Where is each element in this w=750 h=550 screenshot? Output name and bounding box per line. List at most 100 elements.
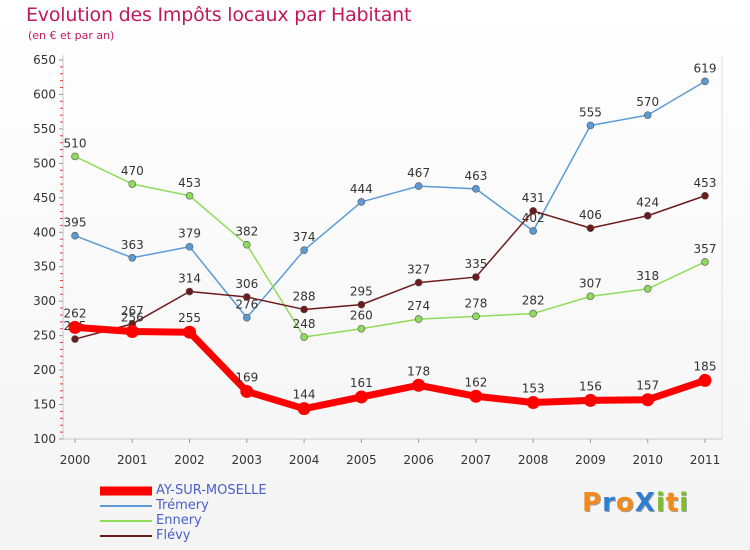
data-point-ennery	[643, 284, 652, 293]
legend-swatch-ennery	[100, 520, 152, 522]
y-tick-label: 600	[33, 87, 56, 101]
data-point-ay-sur-moselle	[240, 384, 254, 398]
data-label-tr-mery: 395	[64, 216, 87, 230]
y-tick-label: 400	[33, 225, 56, 239]
data-label-ennery: 274	[407, 299, 430, 313]
data-label-ay-sur-moselle: 169	[235, 370, 258, 384]
data-point-fl-vy	[643, 211, 652, 220]
data-point-ay-sur-moselle	[183, 325, 197, 339]
logo-letter: o	[615, 488, 635, 518]
data-label-fl-vy: 306	[235, 277, 258, 291]
data-point-fl-vy	[185, 287, 194, 296]
data-label-ennery: 307	[579, 276, 602, 290]
data-point-ay-sur-moselle	[526, 395, 540, 409]
x-tick-label: 2009	[575, 453, 606, 467]
data-label-ennery: 470	[121, 164, 144, 178]
data-label-ennery: 282	[522, 294, 545, 308]
data-point-ay-sur-moselle	[68, 320, 82, 334]
series-line-ay-sur-moselle	[74, 323, 707, 413]
data-point-fl-vy	[529, 207, 537, 215]
data-point-ennery	[243, 240, 251, 249]
data-label-tr-mery: 363	[121, 238, 144, 252]
y-tick-label: 450	[33, 191, 56, 205]
data-point-fl-vy	[71, 335, 79, 343]
data-label-ennery: 260	[350, 309, 373, 323]
data-point-ennery	[128, 180, 137, 188]
data-point-tr-mery	[357, 198, 366, 206]
logo-letter: r	[602, 488, 616, 518]
x-tick-label: 2002	[174, 453, 205, 467]
logo-letter: i	[655, 488, 666, 518]
data-label-tr-mery: 619	[694, 61, 717, 75]
data-label-fl-vy: 295	[350, 285, 373, 299]
y-tick-label: 550	[33, 122, 56, 136]
data-label-tr-mery: 463	[464, 169, 487, 183]
x-tick-label: 2010	[632, 453, 663, 467]
data-point-ay-sur-moselle	[583, 393, 597, 407]
data-label-tr-mery: 467	[407, 166, 430, 180]
data-point-fl-vy	[472, 273, 480, 281]
data-point-ay-sur-moselle	[354, 390, 368, 404]
chart-title: Evolution des Impôts locaux par Habitant	[26, 4, 412, 26]
data-point-tr-mery	[243, 313, 251, 322]
chart-subtitle: (en € et par an)	[28, 29, 115, 42]
y-tick-label: 500	[33, 156, 56, 170]
data-label-ennery: 248	[293, 317, 316, 331]
logo-letter: X	[634, 488, 656, 518]
legend-swatch-flevy	[100, 535, 152, 537]
data-point-tr-mery	[586, 121, 595, 130]
legend-swatch-tremery	[100, 505, 152, 507]
data-label-ennery: 453	[178, 176, 201, 190]
data-point-fl-vy	[300, 305, 308, 314]
data-point-ennery	[357, 324, 366, 333]
data-point-tr-mery	[71, 231, 79, 240]
x-tick-label: 2003	[232, 453, 263, 467]
data-label-ennery: 382	[235, 225, 258, 239]
data-label-ay-sur-moselle: 161	[350, 376, 373, 390]
data-label-tr-mery: 555	[579, 105, 602, 119]
data-label-fl-vy: 314	[178, 272, 201, 286]
data-point-tr-mery	[300, 246, 308, 254]
proxiti-logo: ProXiti	[582, 488, 689, 518]
data-point-fl-vy	[357, 300, 366, 309]
data-label-fl-vy: 327	[407, 263, 430, 277]
y-tick-label: 250	[33, 329, 56, 343]
data-point-ennery	[185, 191, 194, 200]
y-tick-label: 650	[33, 53, 56, 67]
data-label-tr-mery: 374	[293, 230, 316, 244]
data-label-ennery: 278	[464, 296, 487, 310]
data-point-ennery	[414, 315, 423, 323]
data-label-ennery: 318	[636, 269, 659, 283]
data-point-ay-sur-moselle	[469, 389, 483, 403]
logo-letter: i	[679, 488, 690, 518]
data-label-ay-sur-moselle: 262	[64, 306, 87, 320]
logo-letter: t	[665, 488, 680, 518]
series-line-tr-mery	[74, 80, 706, 319]
y-tick-label: 300	[33, 294, 56, 308]
data-label-tr-mery: 570	[636, 95, 659, 109]
y-tick-label: 350	[33, 260, 56, 274]
data-label-ay-sur-moselle: 255	[178, 311, 201, 325]
y-tick-label: 200	[33, 363, 56, 377]
x-tick-label: 2000	[60, 453, 91, 467]
data-point-tr-mery	[472, 185, 480, 193]
data-point-ennery	[529, 309, 537, 318]
data-label-tr-mery: 444	[350, 182, 373, 196]
data-label-ennery: 510	[64, 136, 87, 150]
data-point-ennery	[300, 333, 308, 341]
data-label-fl-vy: 335	[464, 257, 487, 271]
x-tick-label: 2001	[117, 453, 148, 467]
data-label-tr-mery: 402	[522, 211, 545, 225]
data-point-ennery	[472, 312, 480, 321]
x-tick-label: 2005	[346, 453, 377, 467]
x-tick-label: 2007	[461, 453, 492, 467]
data-label-tr-mery: 379	[178, 227, 201, 241]
series-line-fl-vy	[74, 195, 706, 340]
legend-label-tremery: Trémery	[156, 498, 209, 513]
legend-label-ay-sur-moselle: AY-SUR-MOSELLE	[156, 483, 267, 498]
data-label-ay-sur-moselle: 153	[522, 381, 545, 395]
data-label-ennery: 357	[694, 242, 717, 256]
data-label-tr-mery: 276	[235, 298, 258, 312]
